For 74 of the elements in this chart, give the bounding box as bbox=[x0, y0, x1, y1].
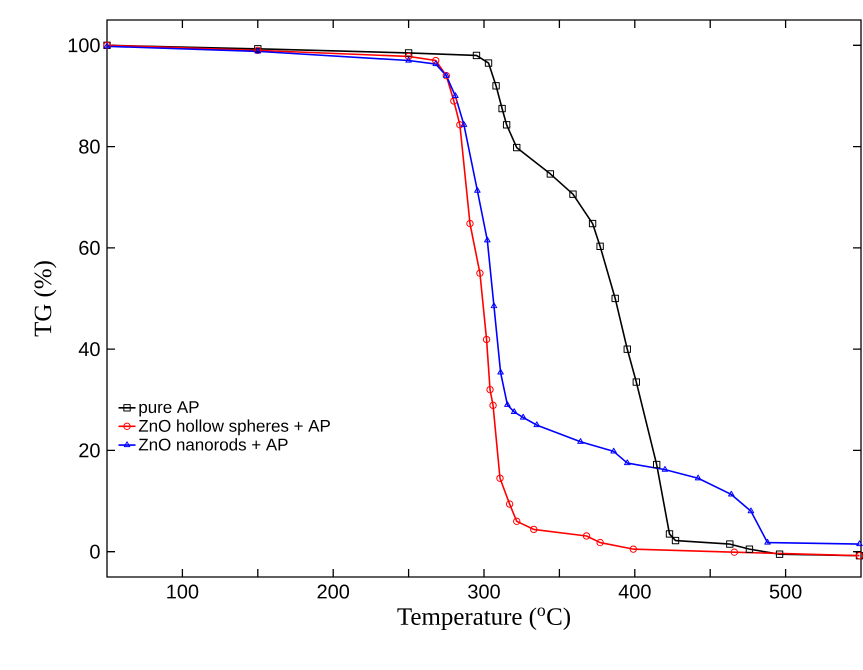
point bbox=[776, 550, 784, 558]
point bbox=[856, 540, 863, 546]
point bbox=[472, 52, 480, 60]
x-axis-title: Temperature ($^{o}$C) bbox=[397, 607, 570, 630]
point bbox=[513, 144, 520, 152]
point bbox=[496, 474, 504, 482]
point bbox=[632, 378, 640, 386]
point bbox=[486, 386, 494, 394]
point bbox=[460, 121, 468, 127]
point bbox=[484, 236, 491, 242]
point bbox=[520, 414, 526, 420]
point bbox=[588, 220, 596, 228]
legend-label: pure AP bbox=[139, 401, 199, 416]
point bbox=[492, 82, 500, 90]
point bbox=[748, 507, 754, 514]
point bbox=[630, 545, 637, 553]
y-tick-label: 0 bbox=[90, 544, 100, 559]
point bbox=[405, 56, 412, 63]
y-tick-label: 40 bbox=[78, 342, 100, 356]
point bbox=[476, 269, 484, 277]
point bbox=[404, 52, 412, 60]
point bbox=[504, 401, 511, 407]
point bbox=[484, 59, 492, 67]
legend-label: ZnO hollow spheres + AP bbox=[138, 419, 330, 436]
point bbox=[596, 242, 604, 250]
point bbox=[432, 56, 440, 64]
point bbox=[652, 460, 660, 468]
y-axis-title: TG (%) bbox=[34, 261, 56, 336]
point bbox=[694, 474, 702, 480]
point bbox=[456, 121, 464, 128]
point bbox=[624, 459, 631, 466]
y-tick-label: 20 bbox=[79, 443, 100, 458]
point bbox=[728, 490, 735, 497]
point bbox=[764, 538, 771, 545]
x-tick-label: 200 bbox=[318, 584, 350, 599]
point bbox=[474, 186, 481, 193]
point bbox=[530, 526, 538, 534]
point bbox=[498, 104, 506, 112]
y-tick-label: 100 bbox=[68, 38, 100, 52]
point bbox=[569, 190, 577, 198]
point bbox=[482, 336, 490, 344]
point bbox=[662, 466, 668, 472]
point bbox=[452, 92, 459, 98]
point bbox=[612, 294, 619, 302]
point bbox=[672, 536, 680, 544]
point bbox=[506, 500, 514, 508]
point bbox=[610, 448, 617, 454]
point bbox=[513, 518, 520, 525]
point bbox=[502, 121, 510, 128]
point bbox=[450, 97, 458, 105]
point bbox=[489, 402, 497, 410]
point bbox=[546, 170, 554, 178]
point bbox=[577, 438, 584, 444]
y-tick-label: 80 bbox=[79, 140, 100, 154]
point bbox=[746, 545, 754, 553]
point bbox=[490, 302, 498, 308]
point bbox=[534, 421, 540, 428]
point bbox=[596, 538, 604, 546]
point bbox=[432, 60, 440, 66]
point bbox=[466, 220, 474, 228]
x-tick-label: 400 bbox=[618, 584, 651, 599]
point bbox=[404, 49, 412, 57]
legend-label: ZnO nanorods + AP bbox=[138, 438, 288, 451]
y-tick-label: 60 bbox=[79, 240, 100, 255]
point bbox=[510, 408, 518, 414]
x-tick-label: 300 bbox=[468, 584, 500, 599]
x-tick-label: 500 bbox=[770, 584, 802, 599]
x-tick-label: 100 bbox=[167, 584, 198, 599]
point bbox=[497, 368, 504, 375]
point bbox=[582, 532, 590, 540]
point bbox=[624, 345, 631, 353]
point bbox=[730, 548, 738, 556]
point bbox=[726, 540, 734, 548]
point bbox=[666, 530, 674, 538]
